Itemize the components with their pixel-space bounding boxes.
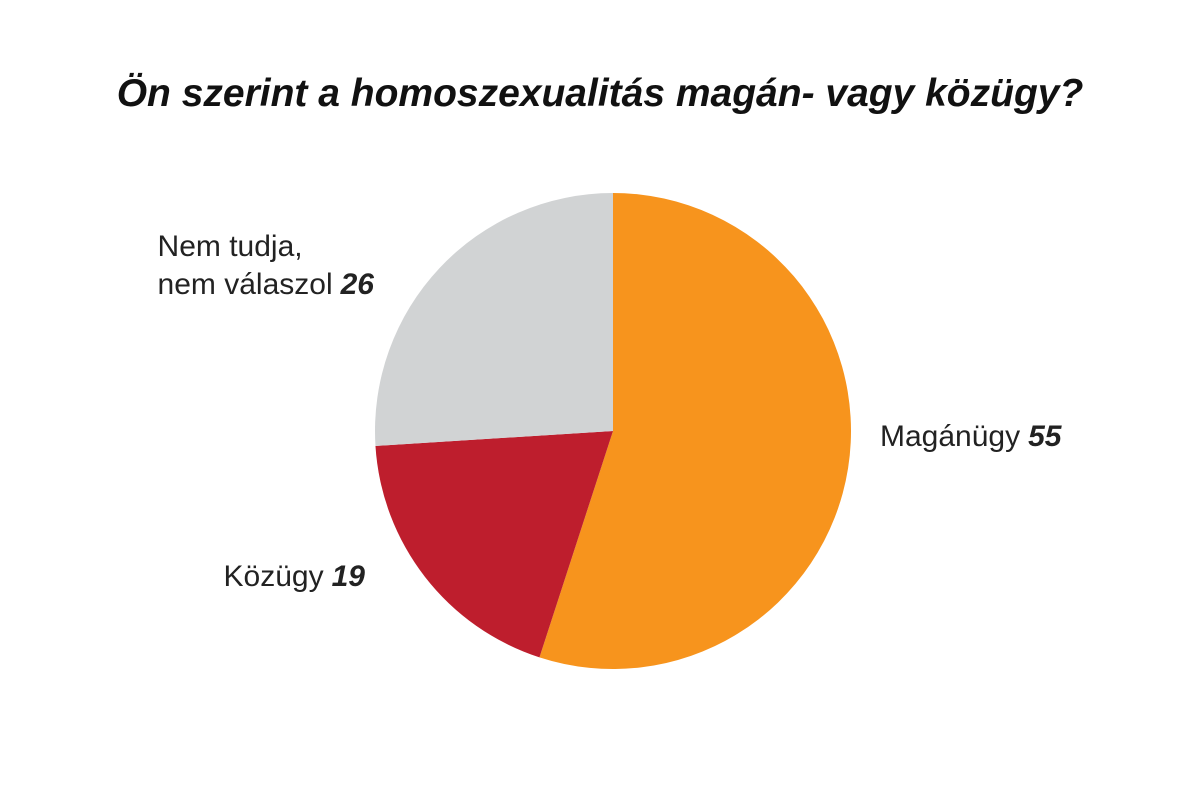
category-label: Nem tudja, nem válaszol <box>157 230 333 301</box>
chart-title: Ön szerint a homoszexualitás magán- vagy… <box>116 72 1084 115</box>
value-label: 26 <box>340 268 374 301</box>
slice-label: Nem tudja, nem válaszol 26 <box>158 228 374 304</box>
pie-slice <box>375 193 613 446</box>
value-label: 19 <box>331 560 365 593</box>
slice-label: Közügy 19 <box>224 558 365 596</box>
pie-slice <box>539 193 852 669</box>
category-label: Közügy <box>223 560 324 593</box>
value-label: 55 <box>1028 420 1062 453</box>
pie-slice <box>375 431 613 658</box>
category-label: Magánügy <box>880 420 1021 453</box>
slice-label: Magánügy 55 <box>880 418 1061 456</box>
